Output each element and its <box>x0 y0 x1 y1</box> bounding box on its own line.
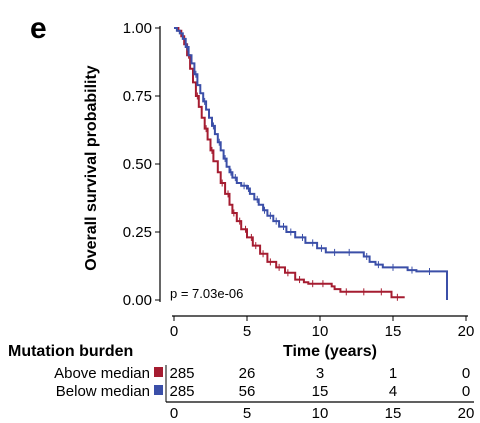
risk-count-cell: 0 <box>462 383 470 400</box>
risk-axis-tick-label: 5 <box>243 405 251 422</box>
y-tick-label: 0.75 <box>123 88 152 105</box>
risk-axis-tick-label: 15 <box>385 405 402 422</box>
risk-count-cell: 1 <box>389 365 397 382</box>
x-axis-title: Time (years) <box>283 343 377 360</box>
x-tick-label: 20 <box>458 323 475 340</box>
above-median-curve <box>174 27 405 299</box>
risk-axis-tick-label: 10 <box>312 405 329 422</box>
y-tick-label: 0.00 <box>123 292 152 309</box>
risk-row-label: Below median <box>56 383 150 400</box>
risk-count-cell: 4 <box>389 383 397 400</box>
risk-row-swatch <box>154 385 163 395</box>
p-value-annotation: p = 7.03e-06 <box>170 286 243 301</box>
x-tick-label: 10 <box>312 323 329 340</box>
risk-count-cell: 285 <box>169 383 194 400</box>
x-tick-label: 0 <box>170 323 178 340</box>
y-tick-label: 1.00 <box>123 20 152 37</box>
x-tick-label: 15 <box>385 323 402 340</box>
risk-count-cell: 3 <box>316 365 324 382</box>
risk-row-swatch <box>154 367 163 377</box>
risk-count-cell: 0 <box>462 365 470 382</box>
risk-axis-tick-label: 20 <box>458 405 475 422</box>
panel-letter: e <box>30 12 47 45</box>
y-axis-title: Overall survival probability <box>83 65 100 271</box>
risk-row-label: Above median <box>54 365 150 382</box>
risk-count-cell: 26 <box>239 365 256 382</box>
x-tick-label: 5 <box>243 323 251 340</box>
risk-count-cell: 285 <box>169 365 194 382</box>
km-plot-area: 0.00 0.25 0.50 0.75 1.00 0 5 10 15 20 <box>123 20 475 340</box>
risk-count-cell: 15 <box>312 383 329 400</box>
risk-axis-tick-label: 0 <box>170 405 178 422</box>
risk-count-cell: 56 <box>239 383 256 400</box>
below-median-curve <box>174 27 448 300</box>
y-tick-label: 0.50 <box>123 156 152 173</box>
risk-table-title: Mutation burden <box>8 343 133 360</box>
y-tick-label: 0.25 <box>123 224 152 241</box>
